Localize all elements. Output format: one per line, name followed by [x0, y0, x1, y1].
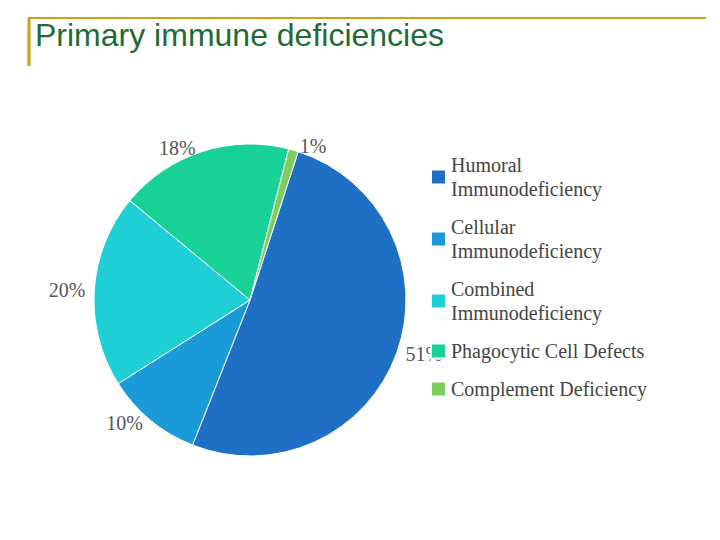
svg-text:51%: 51%: [405, 343, 443, 366]
svg-text:Humoral: Humoral: [451, 154, 527, 176]
svg-text:Primary immune deficiencies: Primary immune deficiencies: [35, 17, 444, 53]
svg-text:Combined: Combined: [451, 278, 539, 300]
svg-text:Immunodeficiency: Immunodeficiency: [451, 302, 602, 325]
svg-text:10%: 10%: [106, 412, 143, 434]
svg-text:18%: 18%: [159, 137, 196, 159]
svg-text:Complement Deficiency: Complement Deficiency: [451, 378, 647, 401]
svg-text:Immunodeficiency: Immunodeficiency: [451, 178, 602, 201]
svg-text:Phagocytic Cell Defects: Phagocytic Cell Defects: [451, 340, 644, 363]
svg-text:20%: 20%: [49, 279, 86, 301]
svg-text:1%: 1%: [300, 135, 327, 157]
svg-text:Cellular: Cellular: [451, 216, 520, 238]
svg-text:Immunodeficiency: Immunodeficiency: [451, 240, 602, 263]
